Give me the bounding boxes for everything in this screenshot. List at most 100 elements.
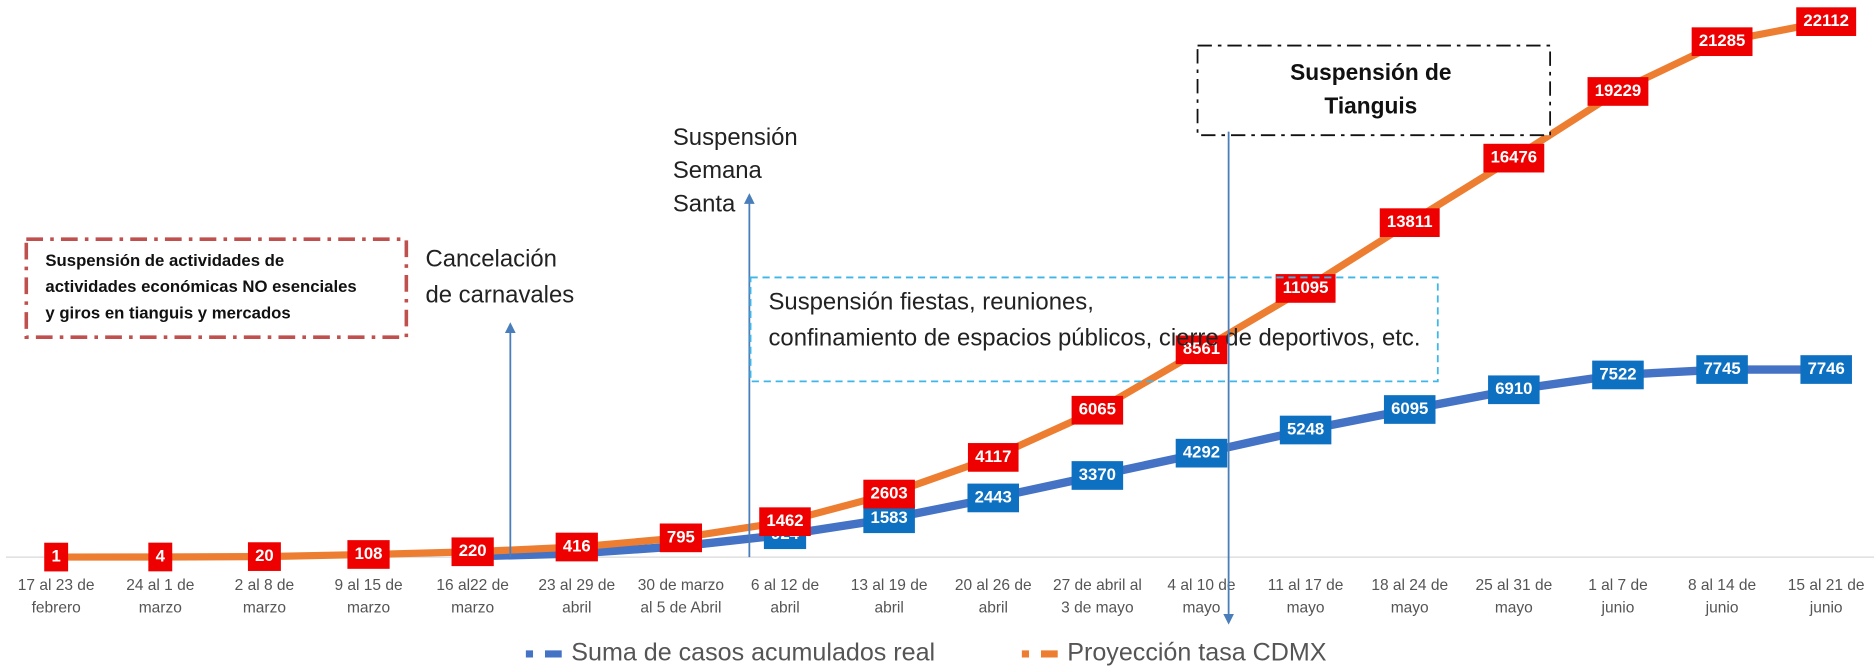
data-label-box [759,507,811,537]
data-label-text: 5248 [1287,419,1324,438]
data-label-text: 6095 [1391,399,1428,418]
x-tick-label: 1 al 7 de junio [1588,577,1648,617]
x-tick-label: 27 de abril al 3 de mayo [1053,577,1142,617]
x-tick-label: 30 de marzo al 5 de Abril [638,577,724,617]
legend-label: Proyección tasa CDMX [1067,639,1327,666]
data-label: 16476 [1483,143,1545,173]
data-label-text: 2443 [975,487,1012,506]
data-label: 1 [44,542,69,572]
data-label: 795 [659,523,703,553]
data-label-box [1175,335,1228,365]
data-label-box [1279,415,1332,445]
annotation: Suspensión fiestas, reuniones, confinamie… [768,289,1420,352]
data-label-box [863,504,915,534]
data-label-text: 416 [563,536,591,555]
x-tick-label: 15 al 21 de junio [1788,577,1865,617]
data-label: 6065 [1071,395,1124,425]
annotation-box [24,237,409,339]
data-label-box [1071,395,1124,425]
data-label-text: 8561 [1183,339,1220,358]
data-label-box [1383,395,1436,424]
data-label: 1583 [863,504,915,534]
data-label-text: 13811 [1387,212,1433,231]
data-label-text: 16476 [1491,148,1537,167]
data-label-box [1175,438,1228,468]
data-label-box [44,542,69,572]
x-tick-label: 11 al 17 de mayo [1268,577,1344,617]
data-label: 4 [148,542,173,572]
data-label: 2443 [967,483,1020,513]
data-label-text: 7746 [1808,359,1845,378]
x-tick-label: 25 al 31 de mayo [1475,577,1552,617]
data-label: 220 [451,537,494,567]
data-label: 4292 [1175,438,1228,468]
data-label: 4117 [967,443,1019,472]
data-label-text: 22112 [1803,11,1849,30]
legend: Suma de casos acumulados real Proyección … [525,639,1327,666]
data-label-text: 7745 [1703,359,1740,378]
data-label: 5248 [1279,415,1332,445]
annotations: Suspensión de actividades de actividades … [24,44,1552,625]
data-label-text: 795 [667,527,695,546]
data-label: 108 [347,540,390,569]
x-tick-label: 2 al 8 de marzo [235,577,295,617]
data-label-box [1691,27,1753,57]
data-label-box [1587,77,1649,106]
data-label: 416 [555,532,598,562]
data-label-box [659,523,703,553]
data-label-text: 220 [459,541,487,560]
data-label-text: 108 [355,544,383,563]
data-label-text: 7522 [1599,364,1636,383]
data-label-text: 1 [52,546,61,565]
data-label-text: 6910 [1495,379,1532,398]
annotation-box [1196,44,1552,137]
x-tick-label: 9 al 15 de marzo [334,577,402,617]
data-label: 1462 [759,507,811,537]
data-label: 13811 [1379,208,1440,238]
data-label: 3370 [1071,461,1124,490]
data-label: 7746 [1800,355,1852,384]
data-label-box [247,542,281,571]
x-tick-label: 6 al 12 de abril [751,577,819,617]
annotation-box [749,276,1439,383]
data-label: 19229 [1587,77,1649,106]
data-label-box [1275,274,1336,303]
data-label-box [555,532,598,562]
plot-area: 17 al 23 de febrero 24 al 1 de marzo 2 al 8 … [18,7,1865,617]
data-label-text: 1462 [766,511,803,530]
data-label: 22112 [1796,7,1857,36]
data-label-box [1483,143,1545,173]
data-label-text: 2603 [871,483,908,502]
annotation: Suspensión de actividades de actividades … [45,251,356,323]
data-label: 6095 [1383,395,1436,424]
data-label: 2603 [863,479,915,509]
data-label-box [1796,7,1857,36]
data-label-box [347,540,390,569]
data-label-text: 20 [255,546,274,565]
data-label-text: 3370 [1079,465,1116,484]
annotation: Cancelación de carnavales [425,246,574,309]
data-label-text: 6065 [1079,400,1116,419]
data-label: 6910 [1488,375,1540,405]
x-tick-label: 4 al 10 de mayo [1167,577,1235,617]
x-tick-label: 8 al 14 de junio [1688,577,1756,617]
data-label-box [1379,208,1440,238]
data-label: 8561 [1175,335,1228,365]
x-tick-label: 13 al 19 de abril [851,577,928,617]
data-label-text: 4292 [1183,443,1220,462]
x-tick-label: 23 al 29 de abril [538,577,615,617]
data-label: 11095 [1275,274,1336,303]
data-label-box [863,479,915,509]
data-label-box [967,483,1020,513]
x-tick-label: 17 al 23 de febrero [18,577,95,617]
x-tick-label: 18 al 24 de mayo [1371,577,1448,617]
data-label-box [1696,355,1748,384]
data-label: 21285 [1691,27,1753,57]
data-label-text: 4 [156,546,166,565]
data-label-box [1071,461,1124,490]
data-label-box [451,537,494,567]
data-label-text: 21285 [1699,31,1746,50]
x-tick-label: 20 al 26 de abril [955,577,1032,617]
data-label-box [967,443,1019,472]
